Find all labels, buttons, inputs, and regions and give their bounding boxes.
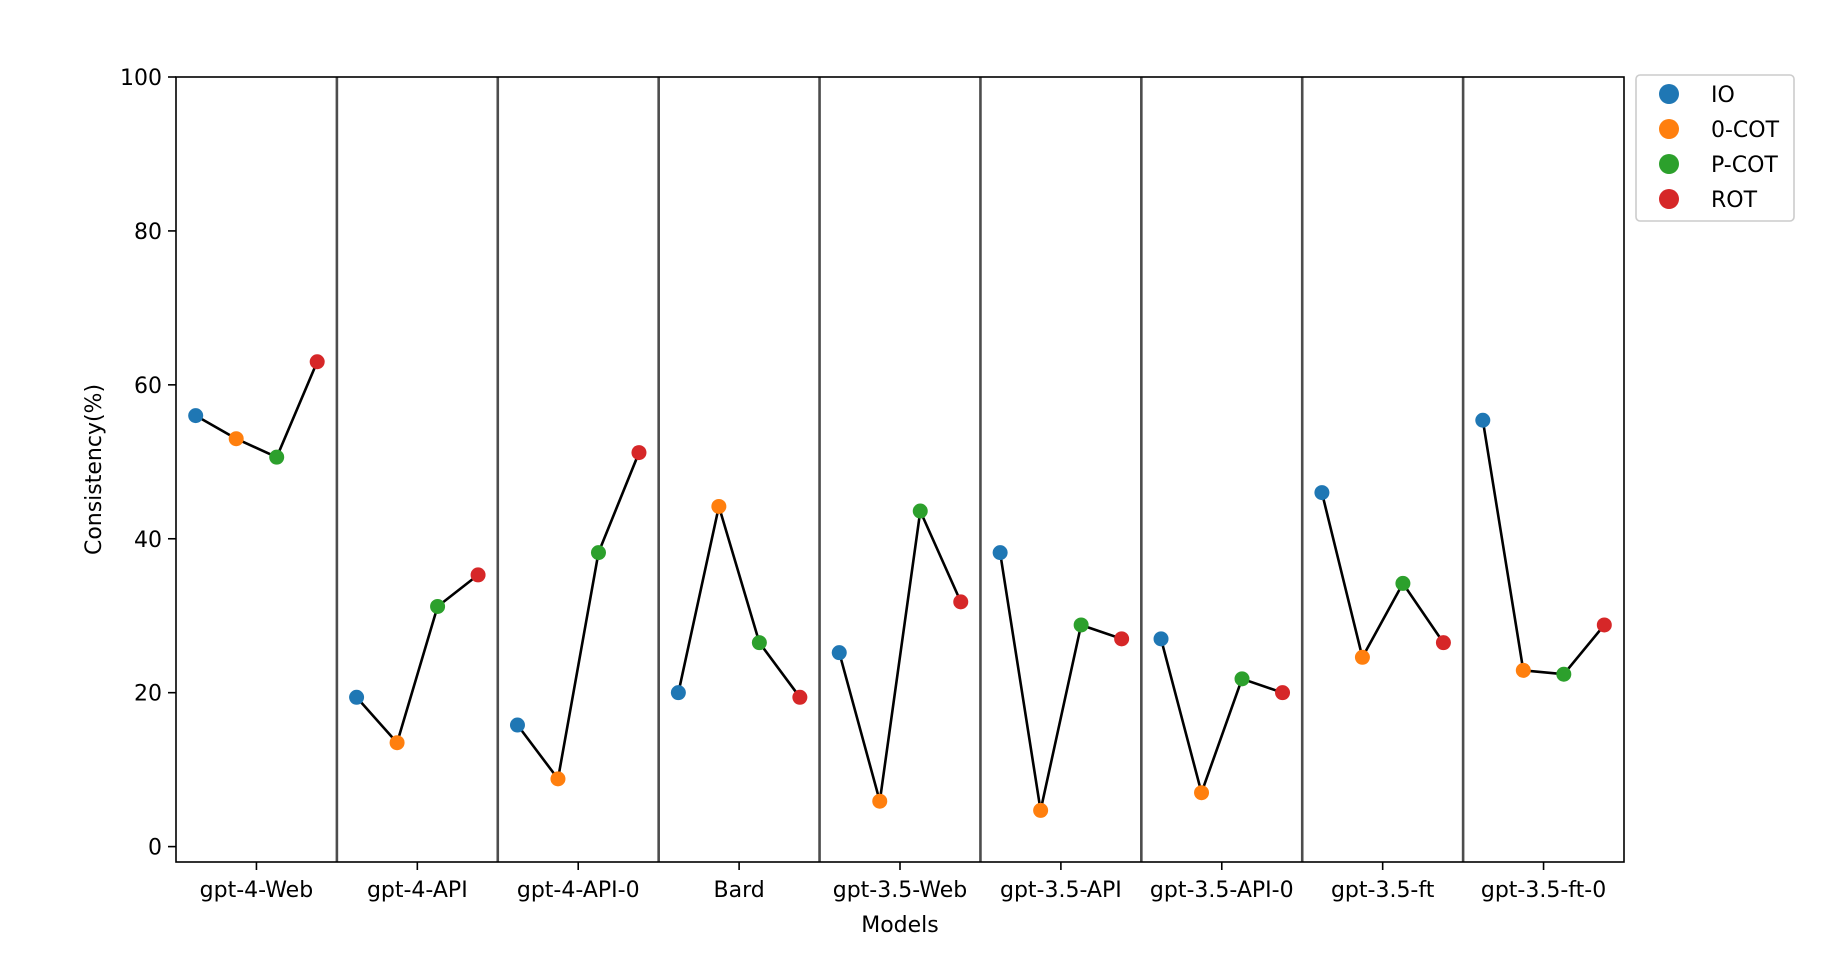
connector-line-gpt-3.5-ft (1320, 492, 1445, 659)
point-IO-Bard (670, 685, 686, 701)
connector-line-gpt-3.5-Web (838, 509, 962, 803)
x-axis: gpt-4-Web gpt-4-API gpt-4-API-0 Bard gpt-3.5… (200, 862, 1606, 903)
point-0-COT-gpt-4-API-0 (550, 771, 566, 787)
x-tick-label: gpt-3.5-API (1000, 878, 1122, 903)
y-axis: 0 20 40 60 80 100 (120, 66, 176, 861)
point-0-COT-gpt-3.5-ft-0 (1515, 662, 1531, 678)
point-ROT-gpt-4-API-0 (631, 445, 647, 461)
point-P-COT-gpt-3.5-ft-0 (1556, 666, 1572, 682)
point-P-COT-gpt-4-Web (269, 449, 285, 465)
x-tick-label: gpt-4-Web (200, 878, 314, 903)
x-axis-label: Models (861, 913, 939, 938)
connector-line-gpt-4-API (355, 573, 479, 745)
x-tick-label: gpt-4-API-0 (517, 878, 640, 903)
point-IO-gpt-3.5-API (992, 545, 1008, 561)
y-tick-label: 40 (134, 528, 162, 553)
y-tick-label: 20 (134, 682, 162, 707)
legend-label-IO: IO (1711, 83, 1735, 108)
x-tick-label: gpt-3.5-Web (833, 878, 968, 903)
x-tick-label: Bard (714, 878, 765, 903)
legend-label-ROT: ROT (1711, 188, 1758, 213)
legend-label-0-COT: 0-COT (1711, 118, 1780, 143)
point-0-COT-gpt-4-API (389, 735, 405, 751)
point-ROT-gpt-3.5-API (1114, 631, 1130, 647)
x-tick-label: gpt-3.5-ft (1331, 878, 1435, 903)
connector-line-gpt-3.5-API (998, 552, 1123, 812)
legend-box (1635, 74, 1795, 222)
connector-line-gpt-3.5-API-0 (1159, 638, 1283, 795)
y-tick-label: 80 (134, 220, 162, 245)
legend-marker-0-COT (1659, 119, 1679, 139)
point-P-COT-Bard (751, 635, 767, 651)
point-IO-gpt-3.5-ft (1314, 485, 1330, 501)
point-ROT-Bard (792, 689, 808, 705)
point-ROT-gpt-3.5-API-0 (1275, 685, 1291, 701)
point-IO-gpt-3.5-Web (831, 645, 847, 661)
point-0-COT-gpt-3.5-API (1033, 802, 1049, 818)
point-0-COT-gpt-3.5-API-0 (1194, 785, 1210, 801)
point-IO-gpt-3.5-API-0 (1153, 631, 1169, 647)
point-P-COT-gpt-3.5-API (1073, 617, 1089, 633)
x-tick-label: gpt-3.5-API-0 (1150, 878, 1294, 903)
point-0-COT-gpt-4-Web (228, 431, 244, 447)
point-0-COT-gpt-3.5-ft (1354, 649, 1370, 665)
point-ROT-gpt-3.5-ft (1435, 635, 1451, 651)
connector-line-gpt-4-Web (195, 361, 319, 459)
point-ROT-gpt-4-Web (309, 354, 325, 370)
point-IO-gpt-4-API (349, 689, 365, 705)
x-tick-label: gpt-3.5-ft-0 (1481, 878, 1606, 903)
data-points (188, 354, 1612, 818)
legend-marker-P-COT (1659, 154, 1679, 174)
legend: IO 0-COT P-COT ROT (1635, 74, 1795, 222)
point-ROT-gpt-4-API (470, 567, 486, 583)
connector-line-gpt-4-API-0 (516, 452, 641, 781)
point-P-COT-gpt-4-API-0 (590, 545, 606, 561)
series-lines (195, 361, 1606, 812)
y-axis-label: Consistency(%) (82, 384, 107, 555)
point-P-COT-gpt-3.5-API-0 (1234, 671, 1250, 687)
y-tick-label: 0 (148, 836, 162, 861)
legend-marker-IO (1659, 84, 1679, 104)
connector-line-gpt-3.5-ft-0 (1481, 419, 1606, 676)
point-P-COT-gpt-4-API (430, 598, 446, 614)
point-IO-gpt-4-Web (188, 408, 204, 424)
y-tick-label: 100 (120, 66, 162, 91)
x-tick-label: gpt-4-API (367, 878, 468, 903)
connector-line-Bard (677, 505, 801, 699)
legend-marker-ROT (1659, 189, 1679, 209)
model-separators (335, 77, 1465, 862)
point-ROT-gpt-3.5-Web (953, 594, 969, 610)
legend-label-P-COT: P-COT (1711, 153, 1778, 178)
point-0-COT-gpt-3.5-Web (872, 793, 888, 809)
point-ROT-gpt-3.5-ft-0 (1596, 617, 1612, 633)
y-tick-label: 60 (134, 374, 162, 399)
point-P-COT-gpt-3.5-Web (912, 503, 928, 519)
point-P-COT-gpt-3.5-ft (1395, 575, 1411, 591)
point-0-COT-Bard (711, 498, 727, 514)
point-IO-gpt-4-API-0 (509, 717, 525, 733)
point-IO-gpt-3.5-ft-0 (1475, 412, 1491, 428)
